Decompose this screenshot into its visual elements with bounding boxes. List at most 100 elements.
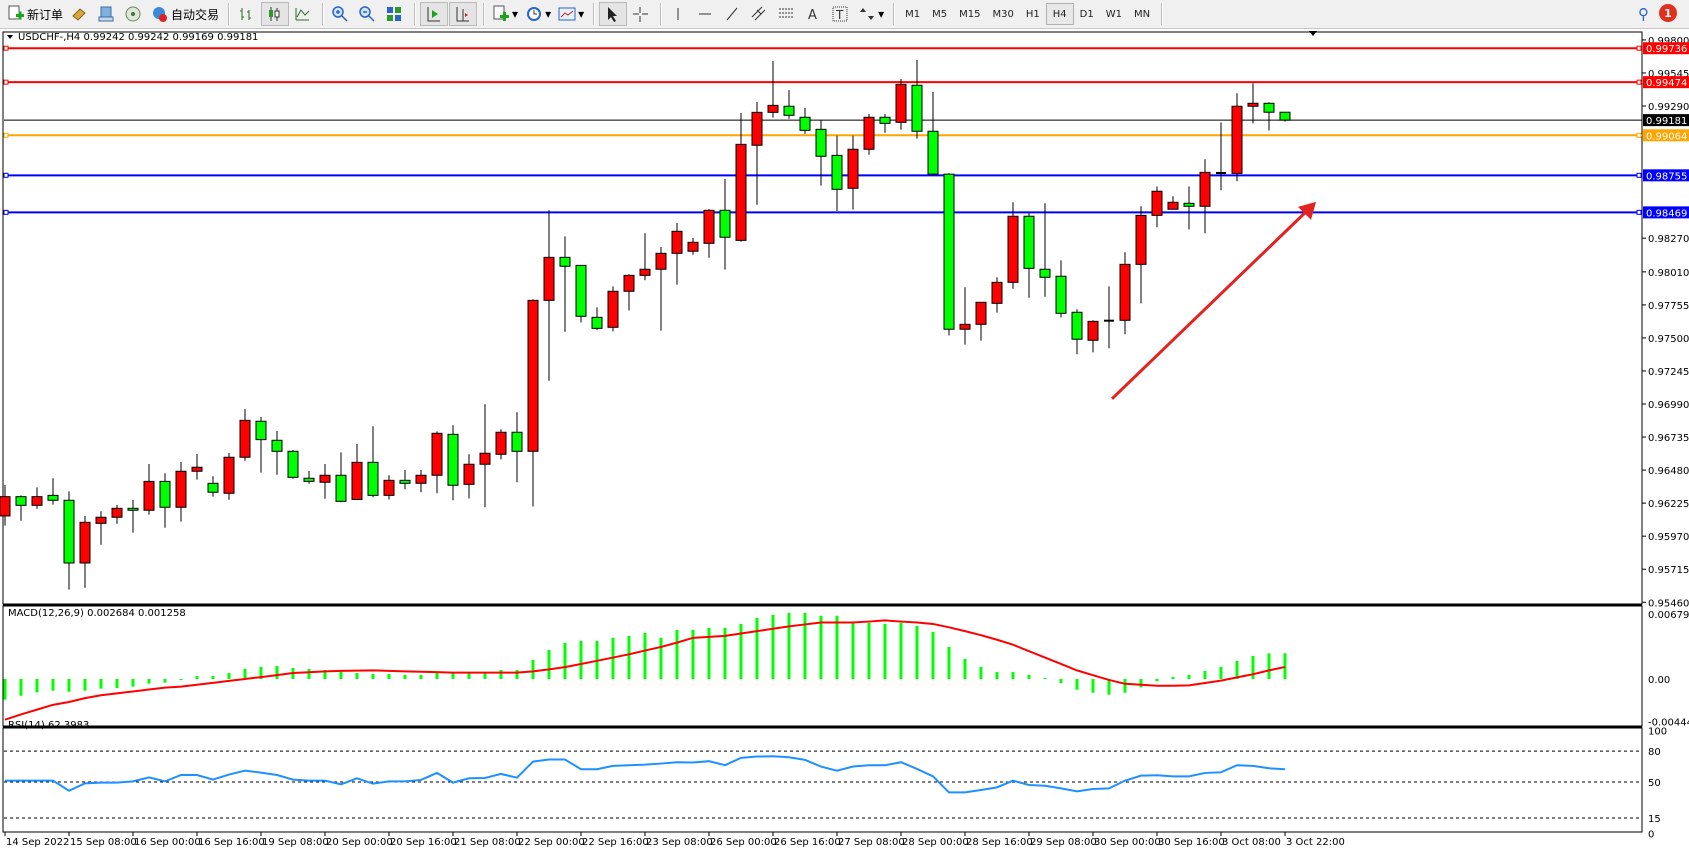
- chart-shift-marker-icon[interactable]: [1309, 31, 1317, 36]
- zoom-in-button[interactable]: [328, 2, 354, 26]
- candle: [1055, 260, 1067, 318]
- cursor-icon: [603, 5, 621, 23]
- price-tick-label: 0.98010: [1648, 268, 1689, 279]
- macd-histogram-bar: [803, 612, 807, 679]
- timeframe-m5[interactable]: M5: [932, 8, 948, 20]
- timeframe-h4[interactable]: H4: [1045, 3, 1074, 25]
- indicators-button[interactable]: ▾: [489, 2, 521, 26]
- signals-button[interactable]: [121, 2, 147, 26]
- candle: [1039, 203, 1051, 297]
- main-pane[interactable]: [2, 31, 1643, 605]
- macd-histogram-bar: [515, 670, 519, 679]
- search-icon[interactable]: ⚲: [1638, 5, 1649, 23]
- crosshair-button[interactable]: [628, 2, 654, 26]
- time-label: 19 Sep 08:00: [262, 837, 329, 848]
- candle: [255, 416, 267, 473]
- macd-histogram-bar: [339, 672, 343, 679]
- candle-body: [911, 84, 923, 132]
- time-label: 3 Oct 22:00: [1286, 837, 1345, 848]
- candle: [239, 409, 251, 461]
- candle: [111, 504, 123, 524]
- time-label: 30 Sep 16:00: [1158, 837, 1225, 848]
- cursor-button[interactable]: [599, 2, 628, 26]
- trendline-button[interactable]: [720, 2, 746, 26]
- line-chart-button[interactable]: [290, 2, 316, 26]
- candle: [447, 425, 459, 501]
- notification-icon[interactable]: 1: [1659, 4, 1677, 22]
- time-label: 26 Sep 00:00: [710, 837, 777, 848]
- timeframe-mn[interactable]: MN: [1133, 8, 1151, 20]
- macd-histogram-bar: [259, 667, 263, 679]
- trend-arrow[interactable]: [1110, 208, 1310, 400]
- support-line-handle[interactable]: [3, 172, 9, 178]
- trend-arrow-head-icon[interactable]: [1298, 201, 1316, 220]
- macd-histogram-bar: [355, 672, 359, 679]
- resistance-line-handle[interactable]: [3, 79, 9, 85]
- support-line-handle[interactable]: [1636, 172, 1642, 178]
- macd-histogram-bar: [739, 623, 743, 679]
- support-line-handle[interactable]: [3, 209, 9, 215]
- macd-histogram-bar: [755, 617, 759, 679]
- candle: [1135, 206, 1147, 304]
- macd-histogram-bar: [227, 672, 231, 679]
- text-label-button[interactable]: T: [828, 2, 854, 26]
- periods-button[interactable]: ▾: [522, 2, 554, 26]
- price-tick-label: 0.96225: [1648, 499, 1689, 510]
- candle-body: [1151, 190, 1163, 216]
- support-line-handle[interactable]: [1636, 209, 1642, 215]
- chart-window[interactable]: USDCHF-,H4 0.99242 0.99242 0.99169 0.991…: [0, 30, 1689, 856]
- timeframe-m1[interactable]: M1: [905, 8, 921, 20]
- rsi-pane[interactable]: [2, 727, 1643, 833]
- chart-menu-triangle-icon[interactable]: [7, 35, 13, 39]
- templates-button[interactable]: ▾: [555, 2, 587, 26]
- candle-body: [1071, 311, 1083, 340]
- candle: [1087, 320, 1099, 353]
- candle: [479, 404, 491, 508]
- candlestick-button[interactable]: [261, 2, 290, 26]
- timeframe-m15[interactable]: M15: [959, 8, 981, 20]
- resistance-line-handle[interactable]: [1636, 45, 1642, 51]
- auto-trading-button[interactable]: 自动交易: [148, 2, 222, 26]
- candle: [415, 469, 427, 493]
- history-button[interactable]: [67, 2, 93, 26]
- timeframe-m30[interactable]: M30: [992, 8, 1014, 20]
- candle: [207, 476, 219, 497]
- candle-body: [1119, 263, 1131, 321]
- timeframe-h1[interactable]: H1: [1025, 8, 1040, 20]
- market-watch-button[interactable]: [94, 2, 120, 26]
- bar-chart-button[interactable]: [234, 2, 260, 26]
- candle: [719, 178, 731, 270]
- equidistant-channel-button[interactable]: [747, 2, 773, 26]
- candle-body: [527, 299, 539, 452]
- vertical-line-icon: [669, 5, 687, 23]
- tile-windows-button[interactable]: [382, 2, 408, 26]
- macd-histogram-bar: [931, 631, 935, 679]
- candle: [847, 135, 859, 210]
- text-button[interactable]: A: [801, 2, 827, 26]
- resistance-line-handle[interactable]: [1636, 79, 1642, 85]
- resistance-line-handle[interactable]: [3, 45, 9, 51]
- timeframe-d1[interactable]: D1: [1079, 8, 1094, 20]
- pivot-line-handle[interactable]: [1636, 132, 1642, 138]
- macd-histogram-bar: [35, 679, 39, 693]
- candle: [1119, 252, 1131, 335]
- chart-shift-button[interactable]: [449, 2, 478, 26]
- vertical-line-button[interactable]: [666, 2, 692, 26]
- pivot-line-handle[interactable]: [3, 132, 9, 138]
- timeframe-w1[interactable]: W1: [1105, 8, 1122, 20]
- candle: [287, 450, 299, 479]
- divider: [660, 3, 662, 25]
- candle-body: [607, 290, 619, 328]
- candle: [31, 487, 43, 509]
- autoscroll-button[interactable]: [420, 2, 449, 26]
- fibonacci-button[interactable]: [774, 2, 800, 26]
- macd-histogram-bar: [1059, 679, 1063, 684]
- candle-body: [383, 479, 395, 496]
- candle: [895, 79, 907, 130]
- zoom-out-button[interactable]: [355, 2, 381, 26]
- arrows-button[interactable]: ▾: [855, 2, 887, 26]
- candle-body: [1023, 215, 1035, 269]
- new-order-button[interactable]: 新订单: [4, 2, 66, 26]
- time-label: 21 Sep 08:00: [454, 837, 521, 848]
- horizontal-line-button[interactable]: [693, 2, 719, 26]
